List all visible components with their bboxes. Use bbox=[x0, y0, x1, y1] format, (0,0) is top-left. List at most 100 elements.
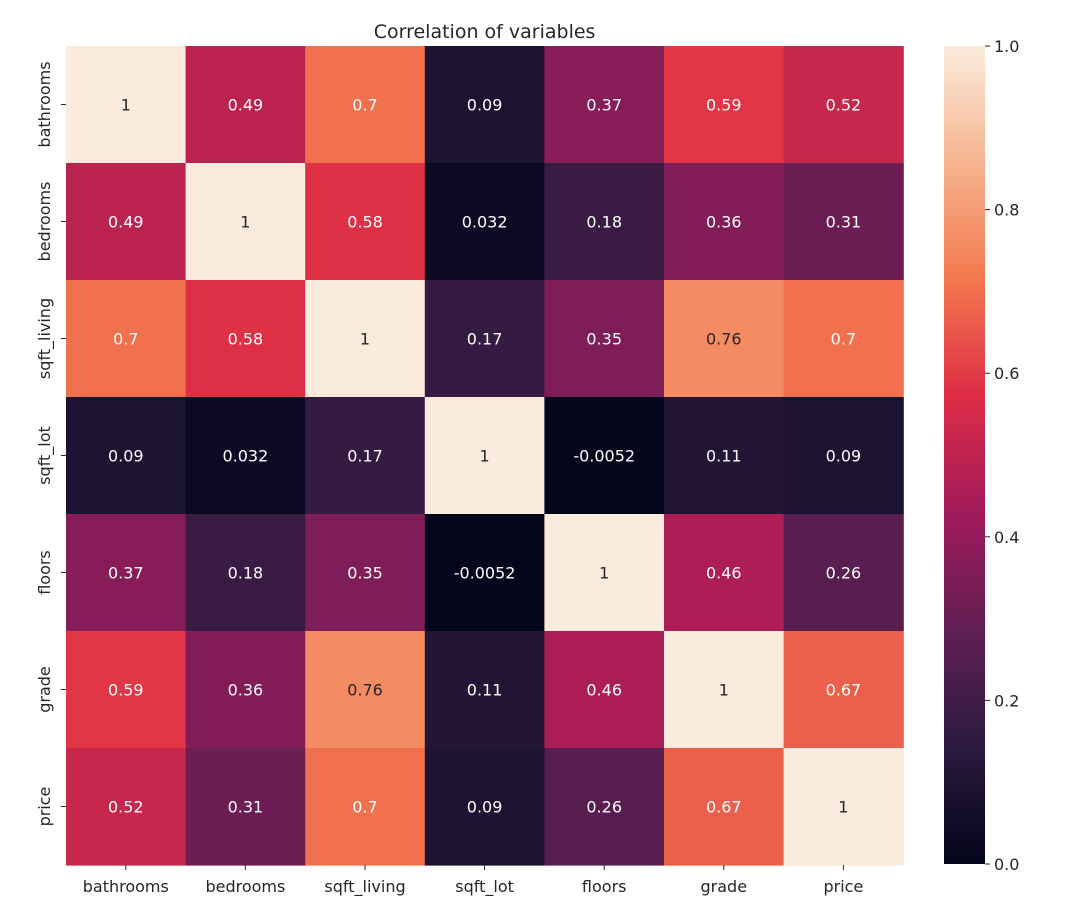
cell-annotation: 0.31 bbox=[826, 213, 862, 232]
heatmap-cell bbox=[305, 280, 426, 398]
cell-annotation: 0.59 bbox=[108, 681, 144, 700]
heatmap-cell bbox=[424, 631, 545, 749]
heatmap-cell bbox=[783, 280, 904, 398]
y-tick-label: price bbox=[35, 787, 54, 827]
heatmap-cell bbox=[783, 163, 904, 281]
heatmap-cell bbox=[664, 46, 785, 164]
cell-annotations: 1 0.49 0.7 0.09 0.37 0.59 0.52 0.49 1 0.58 0.032 0.… bbox=[108, 96, 861, 817]
cell-annotation: -0.0052 bbox=[573, 447, 635, 466]
cell-annotation: 0.46 bbox=[706, 564, 742, 583]
cell-annotation: 1 bbox=[360, 330, 370, 349]
y-tick-label: bathrooms bbox=[35, 61, 54, 147]
heatmap-cell bbox=[424, 280, 545, 398]
y-tick-label: floors bbox=[35, 550, 54, 595]
heatmap-cell bbox=[424, 46, 545, 164]
heatmap-cell bbox=[185, 163, 306, 281]
cell-annotation: 0.7 bbox=[113, 330, 138, 349]
cell-annotation: 0.26 bbox=[826, 564, 862, 583]
cell-annotation: 0.67 bbox=[826, 681, 862, 700]
y-tick-label: bedrooms bbox=[35, 182, 54, 262]
heatmap-cell bbox=[664, 631, 785, 749]
x-tick-label: sqft_living bbox=[324, 877, 405, 897]
cell-annotation: 0.49 bbox=[108, 213, 144, 232]
y-tick-label: sqft_lot bbox=[35, 426, 55, 485]
colorbar-tick-label: 0.2 bbox=[994, 691, 1019, 710]
heatmap-cell bbox=[544, 397, 665, 515]
heatmap-cell bbox=[783, 631, 904, 749]
x-tick-label: bathrooms bbox=[83, 877, 169, 896]
cell-annotation: 0.37 bbox=[586, 96, 622, 115]
cell-annotation: 0.58 bbox=[347, 213, 383, 232]
colorbar-tick-label: 0.0 bbox=[994, 855, 1019, 874]
colorbar-tick-label: 1.0 bbox=[994, 37, 1019, 56]
x-tick-label: price bbox=[823, 877, 863, 896]
heatmap-cell bbox=[544, 748, 665, 866]
colorbar-tick-label: 0.6 bbox=[994, 364, 1019, 383]
cell-annotation: 0.18 bbox=[586, 213, 622, 232]
heatmap-cell bbox=[305, 397, 426, 515]
cell-annotation: 1 bbox=[719, 681, 729, 700]
cell-annotation: 0.7 bbox=[831, 330, 856, 349]
cell-annotation: 0.09 bbox=[467, 798, 503, 817]
cell-annotation: 0.49 bbox=[228, 96, 264, 115]
heatmap-cells bbox=[66, 46, 904, 866]
x-tick-label: floors bbox=[582, 877, 627, 896]
cell-annotation: 0.76 bbox=[706, 330, 742, 349]
cell-annotation: 0.7 bbox=[352, 798, 377, 817]
cell-annotation: 0.35 bbox=[586, 330, 622, 349]
heatmap-cell bbox=[544, 163, 665, 281]
x-tick-label: bedrooms bbox=[205, 877, 285, 896]
heatmap-cell bbox=[544, 280, 665, 398]
heatmap-cell bbox=[783, 46, 904, 164]
cell-annotation: 0.032 bbox=[222, 447, 268, 466]
cell-annotation: 0.18 bbox=[228, 564, 264, 583]
heatmap-cell bbox=[66, 514, 187, 632]
colorbar-tick-label: 0.8 bbox=[994, 201, 1019, 220]
heatmap-cell bbox=[664, 748, 785, 866]
cell-annotation: 0.17 bbox=[347, 447, 383, 466]
heatmap-cell bbox=[783, 748, 904, 866]
heatmap-cell bbox=[424, 397, 545, 515]
heatmap-cell bbox=[185, 280, 306, 398]
heatmap-cell bbox=[305, 46, 426, 164]
heatmap-cell bbox=[664, 397, 785, 515]
colorbar bbox=[944, 46, 985, 864]
heatmap-cell bbox=[185, 631, 306, 749]
cell-annotation: -0.0052 bbox=[454, 564, 516, 583]
heatmap-cell bbox=[66, 748, 187, 866]
chart-title: Correlation of variables bbox=[374, 21, 596, 43]
cell-annotation: 0.09 bbox=[826, 447, 862, 466]
cell-annotation: 0.11 bbox=[467, 681, 503, 700]
cell-annotation: 0.31 bbox=[228, 798, 264, 817]
y-tick-label: grade bbox=[35, 666, 54, 713]
cell-annotation: 0.59 bbox=[706, 96, 742, 115]
cell-annotation: 0.7 bbox=[352, 96, 377, 115]
cell-annotation: 0.09 bbox=[108, 447, 144, 466]
cell-annotation: 1 bbox=[480, 447, 490, 466]
heatmap-cell bbox=[424, 163, 545, 281]
heatmap-cell bbox=[66, 280, 187, 398]
heatmap-cell bbox=[66, 163, 187, 281]
cell-annotation: 1 bbox=[121, 96, 131, 115]
heatmap-cell bbox=[783, 514, 904, 632]
heatmap-cell bbox=[783, 397, 904, 515]
heatmap-cell bbox=[664, 280, 785, 398]
y-axis-ticks: bathrooms bedrooms sqft_living sqft_lotfloo… bbox=[35, 61, 66, 826]
heatmap-cell bbox=[66, 397, 187, 515]
heatmap-cell bbox=[305, 514, 426, 632]
heatmap-cell bbox=[544, 631, 665, 749]
cell-annotation: 0.032 bbox=[462, 213, 508, 232]
cell-annotation: 0.52 bbox=[826, 96, 862, 115]
colorbar-ticks: 0.0 0.2 0.4 0.6 0.8 1.0 bbox=[985, 37, 1019, 874]
x-tick-label: sqft_lot bbox=[455, 877, 514, 897]
cell-annotation: 0.52 bbox=[108, 798, 144, 817]
cell-annotation: 0.17 bbox=[467, 330, 503, 349]
heatmap-cell bbox=[185, 514, 306, 632]
heatmap-cell bbox=[544, 514, 665, 632]
heatmap-cell bbox=[185, 397, 306, 515]
cell-annotation: 0.67 bbox=[706, 798, 742, 817]
heatmap-cell bbox=[185, 748, 306, 866]
cell-annotation: 0.35 bbox=[347, 564, 383, 583]
cell-annotation: 0.36 bbox=[228, 681, 264, 700]
